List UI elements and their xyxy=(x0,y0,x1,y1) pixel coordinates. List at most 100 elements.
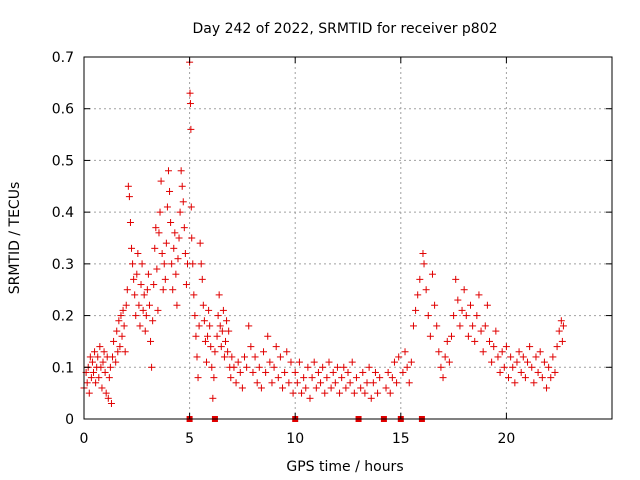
data-point xyxy=(236,368,244,376)
data-point xyxy=(186,100,194,108)
x-tick-label: 10 xyxy=(286,431,304,447)
data-point xyxy=(140,291,148,299)
data-point xyxy=(304,363,312,371)
data-point xyxy=(325,358,333,366)
data-point xyxy=(214,312,222,320)
data-point xyxy=(143,286,151,294)
data-point xyxy=(234,358,242,366)
data-point xyxy=(420,260,428,268)
data-point xyxy=(132,312,140,320)
data-point xyxy=(515,348,523,356)
data-point xyxy=(431,301,439,309)
data-point xyxy=(331,379,339,387)
data-point xyxy=(310,358,318,366)
data-point xyxy=(164,167,172,175)
data-point xyxy=(545,363,553,371)
data-point xyxy=(283,348,291,356)
data-point xyxy=(152,224,160,232)
data-point xyxy=(281,368,289,376)
data-point xyxy=(300,374,308,382)
data-point xyxy=(179,198,187,206)
data-point xyxy=(469,322,477,330)
data-point xyxy=(399,368,407,376)
data-point xyxy=(118,332,126,340)
data-point xyxy=(133,270,141,278)
data-point xyxy=(199,301,207,309)
data-point xyxy=(104,394,112,402)
data-point xyxy=(422,286,430,294)
data-point xyxy=(460,286,468,294)
data-point xyxy=(492,327,500,335)
x-tick-label: 20 xyxy=(497,431,515,447)
data-point xyxy=(287,358,295,366)
data-point xyxy=(291,368,299,376)
data-point xyxy=(200,317,208,325)
data-point xyxy=(407,358,415,366)
y-tick-label: 0.4 xyxy=(52,205,74,221)
data-point xyxy=(462,312,470,320)
data-point xyxy=(139,306,147,314)
data-point xyxy=(90,368,98,376)
data-point xyxy=(116,343,124,351)
data-point xyxy=(222,337,230,345)
data-points xyxy=(80,58,567,407)
data-point xyxy=(357,384,365,392)
data-point xyxy=(157,177,165,185)
data-point xyxy=(105,374,113,382)
data-point xyxy=(151,244,159,252)
data-point xyxy=(120,322,128,330)
data-point xyxy=(266,358,274,366)
data-point xyxy=(323,374,331,382)
data-point xyxy=(216,322,224,330)
data-point xyxy=(211,348,219,356)
data-point xyxy=(388,374,396,382)
data-point xyxy=(220,353,228,361)
data-point xyxy=(181,250,189,258)
data-point xyxy=(91,348,99,356)
data-point xyxy=(486,337,494,345)
data-point xyxy=(365,363,373,371)
x-tick-label: 5 xyxy=(185,431,194,447)
data-point xyxy=(173,301,181,309)
data-point xyxy=(268,379,276,387)
data-point xyxy=(314,368,322,376)
data-point xyxy=(130,275,138,283)
data-point xyxy=(156,208,164,216)
data-point xyxy=(218,327,226,335)
data-point xyxy=(196,239,204,247)
y-tick-label: 0.7 xyxy=(52,50,74,66)
data-point xyxy=(92,379,100,387)
data-point xyxy=(201,337,209,345)
y-tick-label: 0 xyxy=(65,412,74,428)
data-point xyxy=(450,312,458,320)
data-point xyxy=(134,250,142,258)
data-point xyxy=(393,379,401,387)
data-point xyxy=(419,250,427,258)
data-point xyxy=(363,379,371,387)
data-point xyxy=(137,281,145,289)
data-point xyxy=(490,343,498,351)
grid-lines xyxy=(84,57,612,419)
data-point xyxy=(530,379,538,387)
data-point xyxy=(189,260,197,268)
data-point xyxy=(109,353,117,361)
data-point xyxy=(344,368,352,376)
data-point xyxy=(101,368,109,376)
data-point xyxy=(532,353,540,361)
data-point xyxy=(475,291,483,299)
data-point xyxy=(163,203,171,211)
data-point xyxy=(154,306,162,314)
data-point xyxy=(352,374,360,382)
data-point xyxy=(198,275,206,283)
data-point xyxy=(371,368,379,376)
data-point xyxy=(249,368,257,376)
data-point xyxy=(193,353,201,361)
chart-title: Day 242 of 2022, SRMTID for receiver p80… xyxy=(192,21,497,37)
data-point xyxy=(412,306,420,314)
data-point xyxy=(122,301,130,309)
data-point xyxy=(321,389,329,397)
data-point xyxy=(298,389,306,397)
data-point xyxy=(215,291,223,299)
data-point xyxy=(86,353,94,361)
data-point xyxy=(289,389,297,397)
